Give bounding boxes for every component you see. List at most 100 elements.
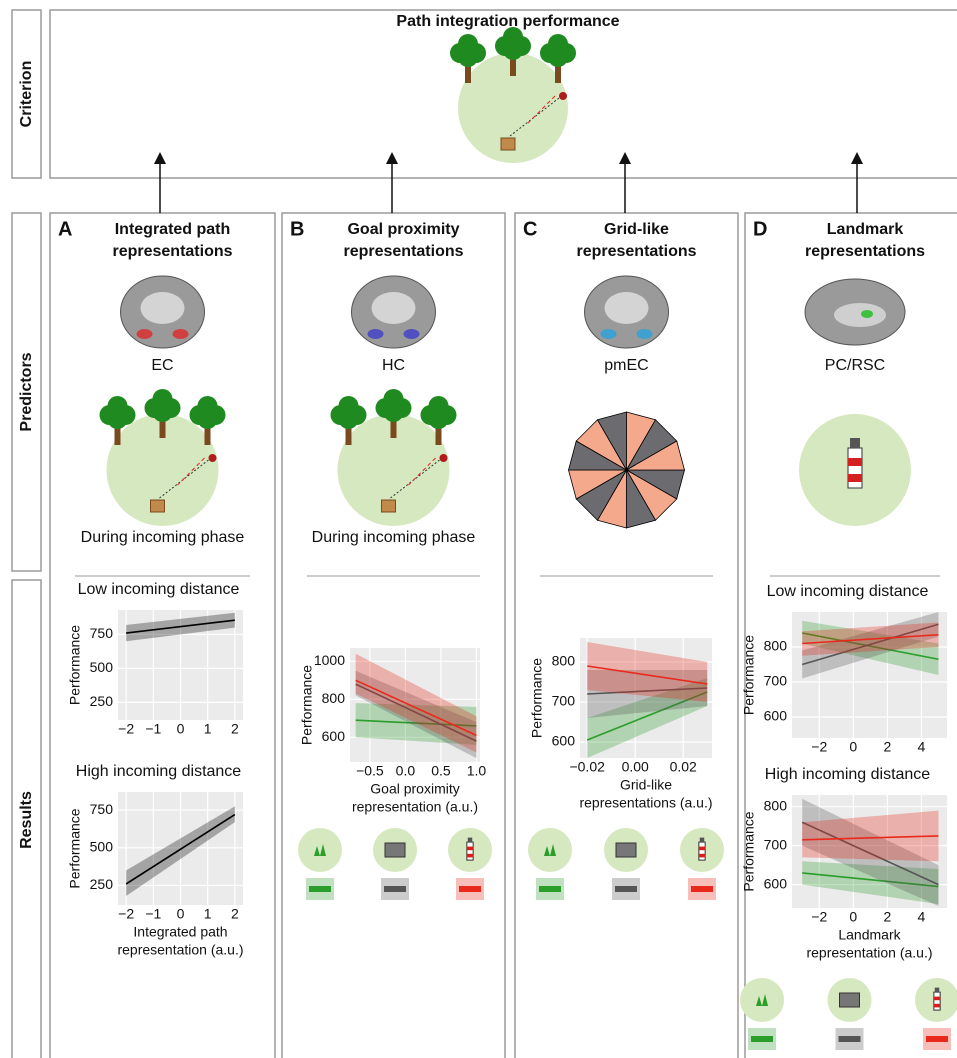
- path: [527, 95, 556, 124]
- stone: [839, 992, 860, 1008]
- x-tick-label: 2: [231, 906, 239, 922]
- chart-title: Low incoming distance: [78, 581, 240, 598]
- frames: [11, 9, 957, 1058]
- x-tick-label: 1: [204, 721, 212, 737]
- y-tick-label: 600: [322, 728, 346, 744]
- tree-trunk: [159, 408, 166, 438]
- brain-inner: [834, 303, 886, 327]
- lighthouse-band: [466, 853, 474, 858]
- y-tick-label: 500: [90, 838, 114, 854]
- lighthouse-band: [933, 1003, 941, 1008]
- tree-trunk: [204, 415, 211, 445]
- arena: [458, 53, 568, 163]
- x-tick-label: −1: [145, 721, 161, 737]
- x-axis-label: representation (a.u.): [352, 799, 478, 815]
- regression-line: [587, 665, 708, 685]
- regression-line: [802, 872, 939, 888]
- lighthouse-band: [848, 474, 862, 482]
- region-label: pmEC: [604, 357, 648, 374]
- regression-line: [801, 623, 939, 666]
- tree-crown: [428, 409, 449, 429]
- x-tick-label: −0.5: [356, 763, 384, 779]
- legend-swatch: [926, 1036, 948, 1042]
- tree-crown: [152, 402, 173, 422]
- x-tick-label: −2: [811, 909, 827, 925]
- legend-swatch: [838, 1036, 861, 1042]
- basket: [150, 499, 165, 513]
- object: [208, 454, 217, 462]
- legend-swatch: [751, 1036, 773, 1042]
- chart-title: Low incoming distance: [767, 583, 929, 600]
- y-tick-label: 750: [90, 801, 114, 817]
- x-tick-label: −2: [811, 739, 827, 755]
- lighthouse-band: [933, 996, 941, 1001]
- panel-letter: A: [58, 218, 72, 240]
- y-tick-label: 700: [764, 836, 788, 852]
- x-axis-label: Landmark: [838, 927, 901, 943]
- legend-icon: [298, 828, 342, 872]
- chart-title: High incoming distance: [765, 766, 931, 783]
- confidence-band: [802, 612, 939, 679]
- stone: [615, 842, 637, 858]
- tree-crown: [503, 40, 523, 60]
- x-tick-label: 0: [177, 906, 185, 922]
- tree-trunk: [465, 53, 471, 83]
- confidence-band: [587, 670, 708, 718]
- lighthouse-top: [934, 987, 940, 993]
- plot-background: [350, 648, 480, 762]
- regression-line: [802, 835, 939, 841]
- tree-trunk: [345, 415, 352, 445]
- tree-trunk: [390, 408, 397, 438]
- arena: [106, 414, 219, 526]
- y-tick-label: 600: [764, 875, 788, 891]
- lighthouse-band: [848, 458, 862, 466]
- grass: [314, 844, 326, 856]
- y-tick-label: 600: [764, 708, 788, 724]
- region-label: PC/RSC: [825, 357, 885, 374]
- roi: [600, 329, 617, 339]
- path: [177, 457, 205, 486]
- x-tick-label: 0.5: [431, 763, 451, 779]
- region-label: EC: [151, 357, 173, 374]
- regression-line: [355, 679, 477, 737]
- legend-swatch: [539, 886, 561, 892]
- roi: [367, 329, 384, 339]
- panel-title: representations: [805, 243, 925, 260]
- x-axis-label: representation (a.u.): [117, 942, 243, 958]
- panel-title: representations: [343, 243, 463, 260]
- y-tick-label: 800: [764, 797, 788, 813]
- object: [559, 92, 567, 100]
- y-tick-label: 250: [90, 693, 114, 709]
- brain-inner: [371, 292, 416, 324]
- regression-line: [355, 719, 477, 727]
- x-tick-label: 4: [918, 739, 926, 755]
- tree-trunk: [510, 46, 516, 76]
- legend-swatch: [459, 886, 481, 892]
- x-tick-label: 1: [204, 906, 212, 922]
- x-tick-label: −1: [145, 906, 161, 922]
- panel-letter: B: [290, 218, 304, 240]
- row-label: Criterion: [18, 61, 35, 128]
- y-tick-label: 600: [552, 733, 576, 749]
- x-tick-label: 4: [918, 909, 926, 925]
- tree-trunk: [114, 415, 121, 445]
- x-axis-label: representation (a.u.): [806, 945, 932, 961]
- path: [408, 457, 436, 486]
- confidence-band: [355, 670, 477, 759]
- grid-sector: [625, 440, 686, 471]
- y-tick-label: 800: [322, 690, 346, 706]
- legend-icon: [528, 828, 572, 872]
- confidence-band: [802, 798, 939, 907]
- y-tick-label: 700: [552, 693, 576, 709]
- lighthouse-top: [467, 837, 473, 843]
- y-tick-label: 750: [90, 625, 114, 641]
- x-axis-label: Integrated path: [133, 924, 227, 940]
- basket: [500, 137, 516, 151]
- x-axis-label: Grid-like: [620, 777, 672, 793]
- x-tick-label: 0: [177, 721, 185, 737]
- tree-trunk: [555, 53, 561, 83]
- x-axis-label: Goal proximity: [370, 781, 459, 797]
- lighthouse-top: [699, 837, 705, 843]
- tree-crown: [548, 47, 568, 67]
